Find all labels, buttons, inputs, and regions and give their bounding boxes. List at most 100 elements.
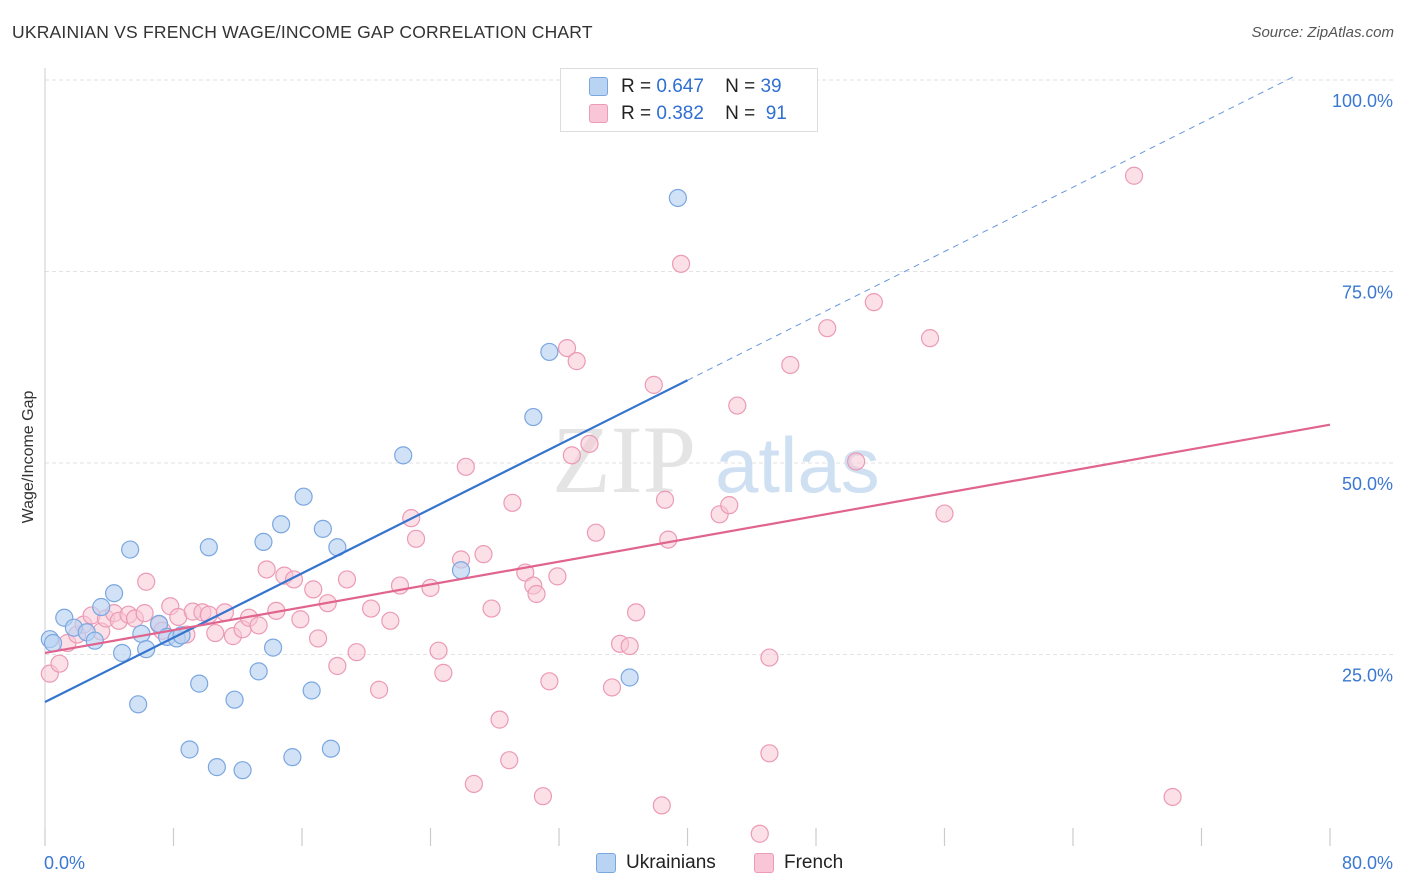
x-tick-label: 0.0% <box>44 853 85 873</box>
n-label: N = <box>725 76 756 97</box>
y-tick-label: 25.0% <box>1342 666 1393 686</box>
ukrainian-point <box>85 631 104 650</box>
ukrainians-n-value: 39 <box>760 76 782 97</box>
french-point <box>381 611 400 630</box>
legend-box: R = 0.647 N = 39 R = 0.382 N = 91 <box>560 68 818 132</box>
ukrainian-point <box>121 540 140 559</box>
y-tick-label: 75.0% <box>1342 283 1393 303</box>
ukrainian-point <box>129 695 148 714</box>
ukrainian-point <box>302 681 321 700</box>
bottom-label-ukrainians: Ukrainians <box>626 852 716 873</box>
french-point <box>500 751 519 770</box>
french-point <box>567 352 586 371</box>
r-label: R = <box>621 103 652 124</box>
legend-swatch-french <box>589 104 608 123</box>
french-point <box>370 680 389 699</box>
french-point <box>818 319 837 338</box>
french-point <box>864 293 883 312</box>
y-tick-label: 50.0% <box>1342 474 1393 494</box>
french-point <box>135 604 154 623</box>
french-point <box>249 616 268 635</box>
ukrainian-point <box>272 515 291 534</box>
french-point <box>760 744 779 763</box>
ukrainian-point <box>321 739 341 758</box>
french-point <box>1163 787 1182 807</box>
french-point <box>760 648 779 667</box>
legend-swatch-ukrainians <box>589 77 608 96</box>
french-point <box>308 629 328 648</box>
bottom-swatch-french <box>754 853 774 873</box>
french-point <box>540 672 559 691</box>
french-point <box>935 504 954 523</box>
r-label: R = <box>621 76 652 97</box>
french-point <box>503 493 522 512</box>
tick-labels: 25.0% 50.0% 75.0% 100.0% 0.0% 80.0% <box>44 91 1393 873</box>
french-point <box>527 584 546 604</box>
bottom-label-french: French <box>784 852 844 873</box>
french-point <box>781 355 800 375</box>
ukrainian-point <box>524 407 543 427</box>
french-point <box>474 545 493 564</box>
legend-text-ukrainians: R = 0.647 N = 39 <box>621 76 782 98</box>
ukrainians-trendline <box>44 379 688 703</box>
ukrainian-point <box>263 638 283 657</box>
french-point <box>586 523 606 542</box>
french-point <box>291 610 310 629</box>
ukrainian-points <box>40 188 687 780</box>
ukrainian-point <box>190 674 209 693</box>
source-label: Source: ZipAtlas.com <box>1251 24 1394 41</box>
ukrainian-point <box>451 561 471 580</box>
french-point <box>652 796 671 815</box>
axes <box>44 68 1331 846</box>
french-point <box>137 572 156 591</box>
french-point <box>720 496 739 515</box>
french-point <box>206 623 225 643</box>
x-tick-label: 80.0% <box>1342 853 1393 873</box>
trend-lines <box>44 74 1331 703</box>
french-point <box>602 678 622 697</box>
french-point <box>456 457 475 476</box>
ukrainian-point <box>620 668 639 687</box>
french-points <box>40 166 1182 843</box>
ukrainian-point <box>225 690 244 709</box>
ukrainian-point <box>104 584 124 603</box>
french-point <box>562 446 581 465</box>
ukrainian-point <box>294 487 313 506</box>
y-axis-label: Wage/Income Gap <box>20 391 37 524</box>
grid-lines <box>45 79 1395 655</box>
ukrainian-point <box>207 758 226 777</box>
ukrainian-point <box>92 597 111 617</box>
french-point <box>406 529 426 548</box>
french-r-value: 0.382 <box>656 103 704 124</box>
ukrainian-point <box>283 748 302 767</box>
french-point <box>50 654 69 673</box>
french-point <box>304 580 323 599</box>
chart-title: UKRAINIAN VS FRENCH WAGE/INCOME GAP CORR… <box>12 22 593 42</box>
french-trendline <box>44 423 1331 655</box>
french-point <box>920 329 940 348</box>
ukrainian-point <box>249 662 268 681</box>
french-point <box>257 560 276 579</box>
ukrainian-point <box>394 446 413 465</box>
french-point <box>659 530 678 549</box>
ukrainian-point <box>199 538 218 557</box>
french-point <box>482 599 501 618</box>
bottom-swatch-ukrainians <box>596 853 616 873</box>
ukrainian-point <box>112 643 132 663</box>
french-point <box>533 787 553 806</box>
french-point <box>429 641 448 660</box>
french-point <box>557 339 577 358</box>
watermark: ZIP atlas <box>552 406 880 513</box>
ukrainian-point <box>313 519 332 538</box>
french-point <box>847 452 866 471</box>
french-point <box>490 710 509 729</box>
ukrainians-trendline-extension <box>687 74 1298 381</box>
french-point <box>421 578 440 597</box>
french-point <box>548 567 567 586</box>
french-point <box>361 599 381 618</box>
y-tick-label: 100.0% <box>1332 91 1393 111</box>
ukrainian-point <box>180 740 199 759</box>
french-point <box>580 434 599 453</box>
french-point <box>626 603 646 622</box>
